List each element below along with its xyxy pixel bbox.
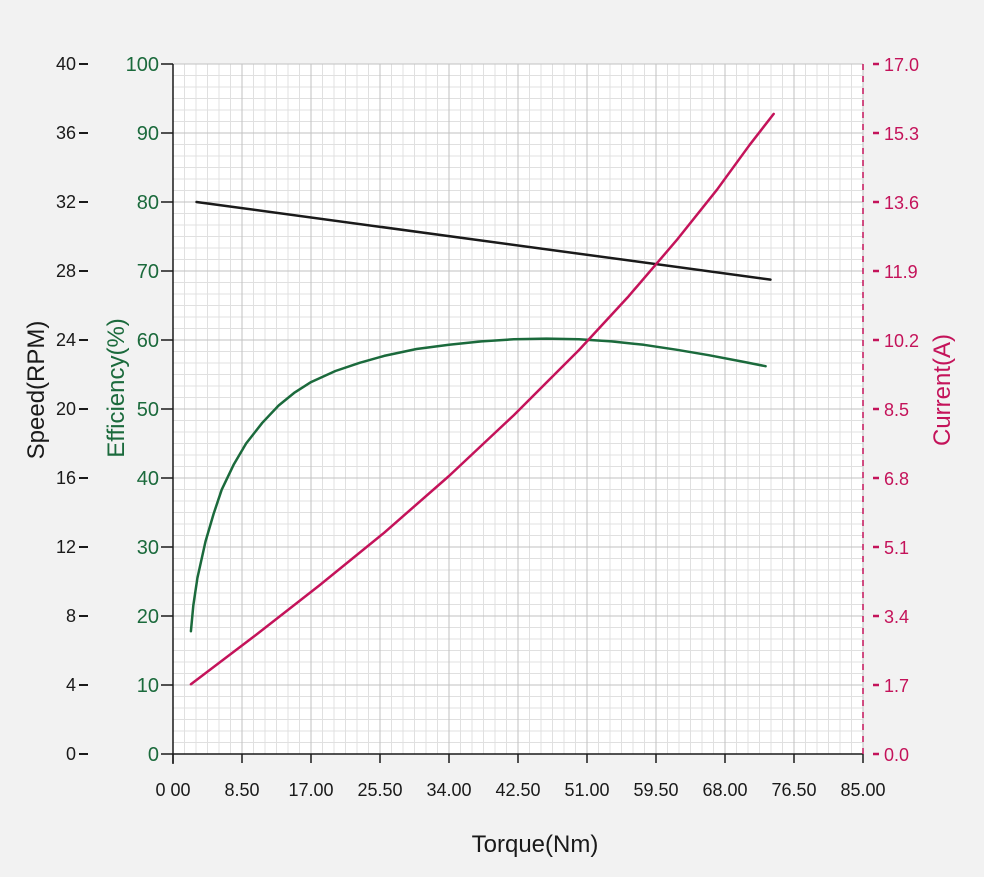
efficiency-axis-label: Efficiency(%) bbox=[103, 318, 130, 458]
efficiency-tick-label: 100 bbox=[126, 54, 159, 76]
x-axis-label: Torque(Nm) bbox=[472, 831, 599, 858]
x-tick-label: 51.00 bbox=[564, 780, 609, 800]
efficiency-tick-label: 70 bbox=[137, 261, 159, 283]
x-tick-label: 68.00 bbox=[702, 780, 747, 800]
current-tick-label: 6.8 bbox=[884, 469, 909, 489]
speed-tick-label: 4 bbox=[66, 675, 76, 695]
current-tick-label: 0.0 bbox=[884, 745, 909, 765]
current-tick-label: 8.5 bbox=[884, 400, 909, 420]
current-tick-label: 13.6 bbox=[884, 193, 919, 213]
efficiency-tick-label: 50 bbox=[137, 399, 159, 421]
x-tick-label: 85.00 bbox=[840, 780, 885, 800]
x-tick-label: 17.00 bbox=[288, 780, 333, 800]
current-tick-label: 5.1 bbox=[884, 538, 909, 558]
speed-tick-label: 24 bbox=[56, 330, 76, 350]
x-tick-label: 42.50 bbox=[495, 780, 540, 800]
series-layer bbox=[189, 112, 775, 686]
speed-tick-label: 0 bbox=[66, 744, 76, 764]
x-tick-label: 0 00 bbox=[155, 780, 190, 800]
current-tick-label: 17.0 bbox=[884, 55, 919, 75]
efficiency-tick-label: 60 bbox=[137, 330, 159, 352]
efficiency-tick-label: 0 bbox=[148, 744, 159, 766]
x-tick-label: 34.00 bbox=[426, 780, 471, 800]
speed-tick-label: 28 bbox=[56, 261, 76, 281]
efficiency-tick-label: 80 bbox=[137, 192, 159, 214]
current-tick-label: 1.7 bbox=[884, 676, 909, 696]
current-tick-label: 15.3 bbox=[884, 124, 919, 144]
efficiency-series-line bbox=[189, 337, 767, 633]
efficiency-tick-label: 20 bbox=[137, 606, 159, 628]
efficiency-tick-label: 40 bbox=[137, 468, 159, 490]
speed-tick-label: 36 bbox=[56, 123, 76, 143]
current-tick-label: 3.4 bbox=[884, 607, 909, 627]
current-axis-label: Current(A) bbox=[929, 334, 956, 446]
current-series-line bbox=[189, 112, 775, 686]
axes-layer: 0 00 8.50 17.00 25.50 34.00 42.50 51.00 59.50 68… bbox=[56, 54, 919, 800]
efficiency-tick-label: 10 bbox=[137, 675, 159, 697]
x-tick-label: 59.50 bbox=[633, 780, 678, 800]
x-tick-label: 25.50 bbox=[357, 780, 402, 800]
speed-tick-label: 32 bbox=[56, 192, 76, 212]
current-tick-label: 10.2 bbox=[884, 331, 919, 351]
x-tick-label: 76.50 bbox=[771, 780, 816, 800]
speed-tick-label: 20 bbox=[56, 399, 76, 419]
efficiency-tick-label: 30 bbox=[137, 537, 159, 559]
x-tick-label: 8.50 bbox=[224, 780, 259, 800]
speed-tick-label: 12 bbox=[56, 537, 76, 557]
speed-axis-label: Speed(RPM) bbox=[23, 321, 50, 460]
speed-tick-label: 8 bbox=[66, 606, 76, 626]
speed-series-line bbox=[195, 200, 772, 281]
speed-tick-label: 16 bbox=[56, 468, 76, 488]
efficiency-tick-label: 90 bbox=[137, 123, 159, 145]
current-tick-label: 11.9 bbox=[884, 262, 918, 282]
speed-tick-label: 40 bbox=[56, 54, 76, 74]
